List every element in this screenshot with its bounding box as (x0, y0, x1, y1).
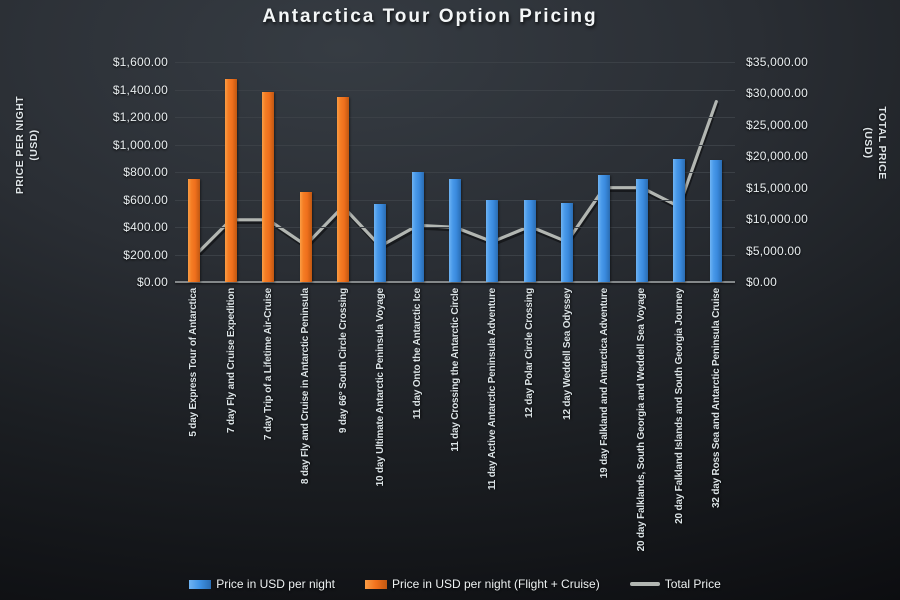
right-axis-tick-label: $15,000.00 (746, 180, 809, 195)
right-axis-tick-label: $20,000.00 (746, 149, 809, 164)
category-label: 11 day Active Antarctic Peninsula Advent… (486, 288, 498, 491)
category-label: 5 day Express Tour of Antarctica (188, 288, 200, 437)
left-axis-tick-label: $1,200.00 (112, 110, 168, 124)
legend: Price in USD per night Price in USD per … (130, 575, 780, 593)
gridline (175, 144, 735, 146)
category-label: 12 day Polar Circle Crossing (524, 288, 536, 419)
bar (673, 158, 685, 282)
left-axis-tick-label: $400.00 (123, 220, 168, 234)
right-axis-tick-label: $5,000.00 (746, 243, 802, 258)
legend-swatch-blue-bar (189, 579, 212, 589)
legend-item-price-per-night-flight-cruise: Price in USD per night (Flight + Cruise) (364, 577, 600, 591)
left-axis-tick-label: $1,000.00 (112, 137, 168, 152)
gridline (175, 172, 735, 173)
legend-label: Total Price (664, 577, 721, 591)
gridline (175, 89, 735, 91)
category-label: 32 day Ross Sea and Antarctic Peninsula … (710, 288, 722, 508)
right-axis-tick-label: $0.00 (746, 275, 778, 289)
bar (523, 200, 536, 282)
bar (337, 97, 349, 282)
right-axis-tick-label: $10,000.00 (746, 212, 809, 227)
bar (374, 203, 387, 282)
legend-swatch-orange-bar (364, 579, 387, 589)
left-axis-title-line1: PRICE PER NIGHT (14, 95, 26, 195)
right-axis-tick-label: $35,000.00 (746, 55, 809, 69)
bar (262, 92, 275, 282)
bar (710, 159, 723, 282)
category-label: 7 day Fly and Cruise Expedition (225, 288, 237, 433)
bar (411, 172, 424, 282)
legend-item-price-per-night: Price in USD per night (189, 577, 335, 591)
left-axis-tick-label: $1,400.00 (112, 82, 168, 97)
category-label: 19 day Falkland and Antarctica Adventure (598, 288, 610, 479)
bar (561, 202, 573, 282)
legend-swatch-gray-line (629, 582, 660, 586)
left-axis-tick-label: $800.00 (123, 165, 168, 179)
category-label: 11 day Onto the Antarctic Ice (412, 288, 424, 420)
right-axis-title-line2: (USD) (862, 127, 874, 159)
gridline (175, 62, 735, 63)
legend-label: Price in USD per night (216, 577, 335, 591)
bar (187, 178, 200, 282)
bar (486, 200, 499, 282)
bar (225, 79, 237, 282)
left-axis-tick-label: $1,600.00 (112, 55, 168, 69)
category-label: 20 day Falkland Islands and South Georgi… (673, 288, 685, 524)
x-axis-line (175, 281, 735, 283)
category-label: 7 day Trip of a Lifetime Air-Cruise (262, 288, 274, 441)
right-axis-tick-label: $30,000.00 (746, 86, 809, 101)
category-label: 20 day Falklands, South Georgia and Wedd… (636, 288, 648, 552)
legend-item-total-price: Total Price (629, 577, 721, 591)
right-axis-title: TOTAL PRICE (USD) (861, 63, 889, 223)
category-label: 8 day Fly and Cruise in Antarctic Penins… (300, 288, 312, 485)
bar (635, 178, 648, 282)
right-axis-title-line1: TOTAL PRICE (876, 106, 888, 180)
bar (299, 191, 312, 282)
left-axis-title-line2: (USD) (28, 129, 40, 161)
left-axis-tick-label: $200.00 (123, 247, 168, 262)
chart-title: Antarctica Tour Option Pricing (262, 6, 598, 27)
gridline (175, 117, 735, 118)
bar (449, 178, 461, 282)
left-axis-tick-label: $600.00 (123, 192, 168, 207)
category-label: 9 day 66° South Circle Crossing (337, 288, 349, 434)
left-axis-tick-label: $0.00 (136, 275, 168, 289)
category-label: 12 day Weddell Sea Odyssey (561, 288, 573, 420)
bar (598, 175, 611, 282)
category-label: 10 day Ultimate Antarctic Peninsula Voya… (374, 288, 386, 487)
left-axis-title: PRICE PER NIGHT (USD) (13, 55, 41, 235)
right-axis-tick-label: $25,000.00 (746, 117, 809, 132)
legend-label: Price in USD per night (Flight + Cruise) (391, 577, 600, 591)
category-label: 11 day Crossing the Antarctic Circle (449, 288, 461, 452)
